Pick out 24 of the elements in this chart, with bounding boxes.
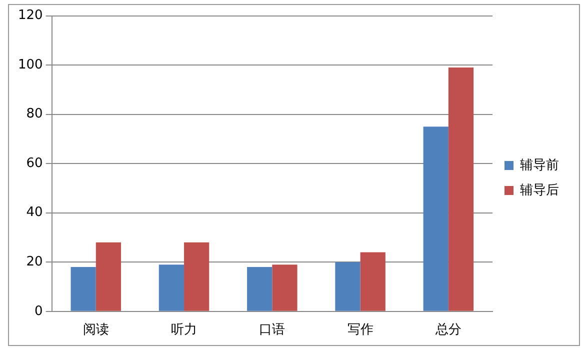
y-tick-label: 20	[26, 254, 43, 270]
bar	[335, 262, 360, 311]
y-tick-label: 120	[18, 8, 43, 24]
bar	[184, 242, 210, 311]
y-tick-label: 100	[18, 57, 43, 72]
y-tick-label: 40	[26, 205, 43, 220]
bar	[70, 267, 96, 311]
x-tick-label: 写作	[347, 322, 374, 338]
bar	[423, 126, 448, 311]
bar	[360, 252, 386, 311]
bar	[247, 267, 272, 311]
x-tick-label: 口语	[259, 322, 286, 338]
y-tick-label: 80	[26, 106, 43, 122]
x-tick-label: 总分	[434, 322, 462, 338]
bar	[158, 264, 184, 311]
legend-label: 辅导后	[520, 182, 559, 198]
bar	[96, 242, 121, 311]
y-tick-label: 0	[34, 304, 43, 319]
bar	[448, 68, 474, 311]
bar	[272, 264, 298, 311]
x-tick-label: 阅读	[82, 322, 109, 338]
legend-label: 辅导前	[520, 158, 559, 173]
y-tick-label: 60	[26, 156, 43, 171]
x-tick-label: 听力	[171, 322, 198, 338]
